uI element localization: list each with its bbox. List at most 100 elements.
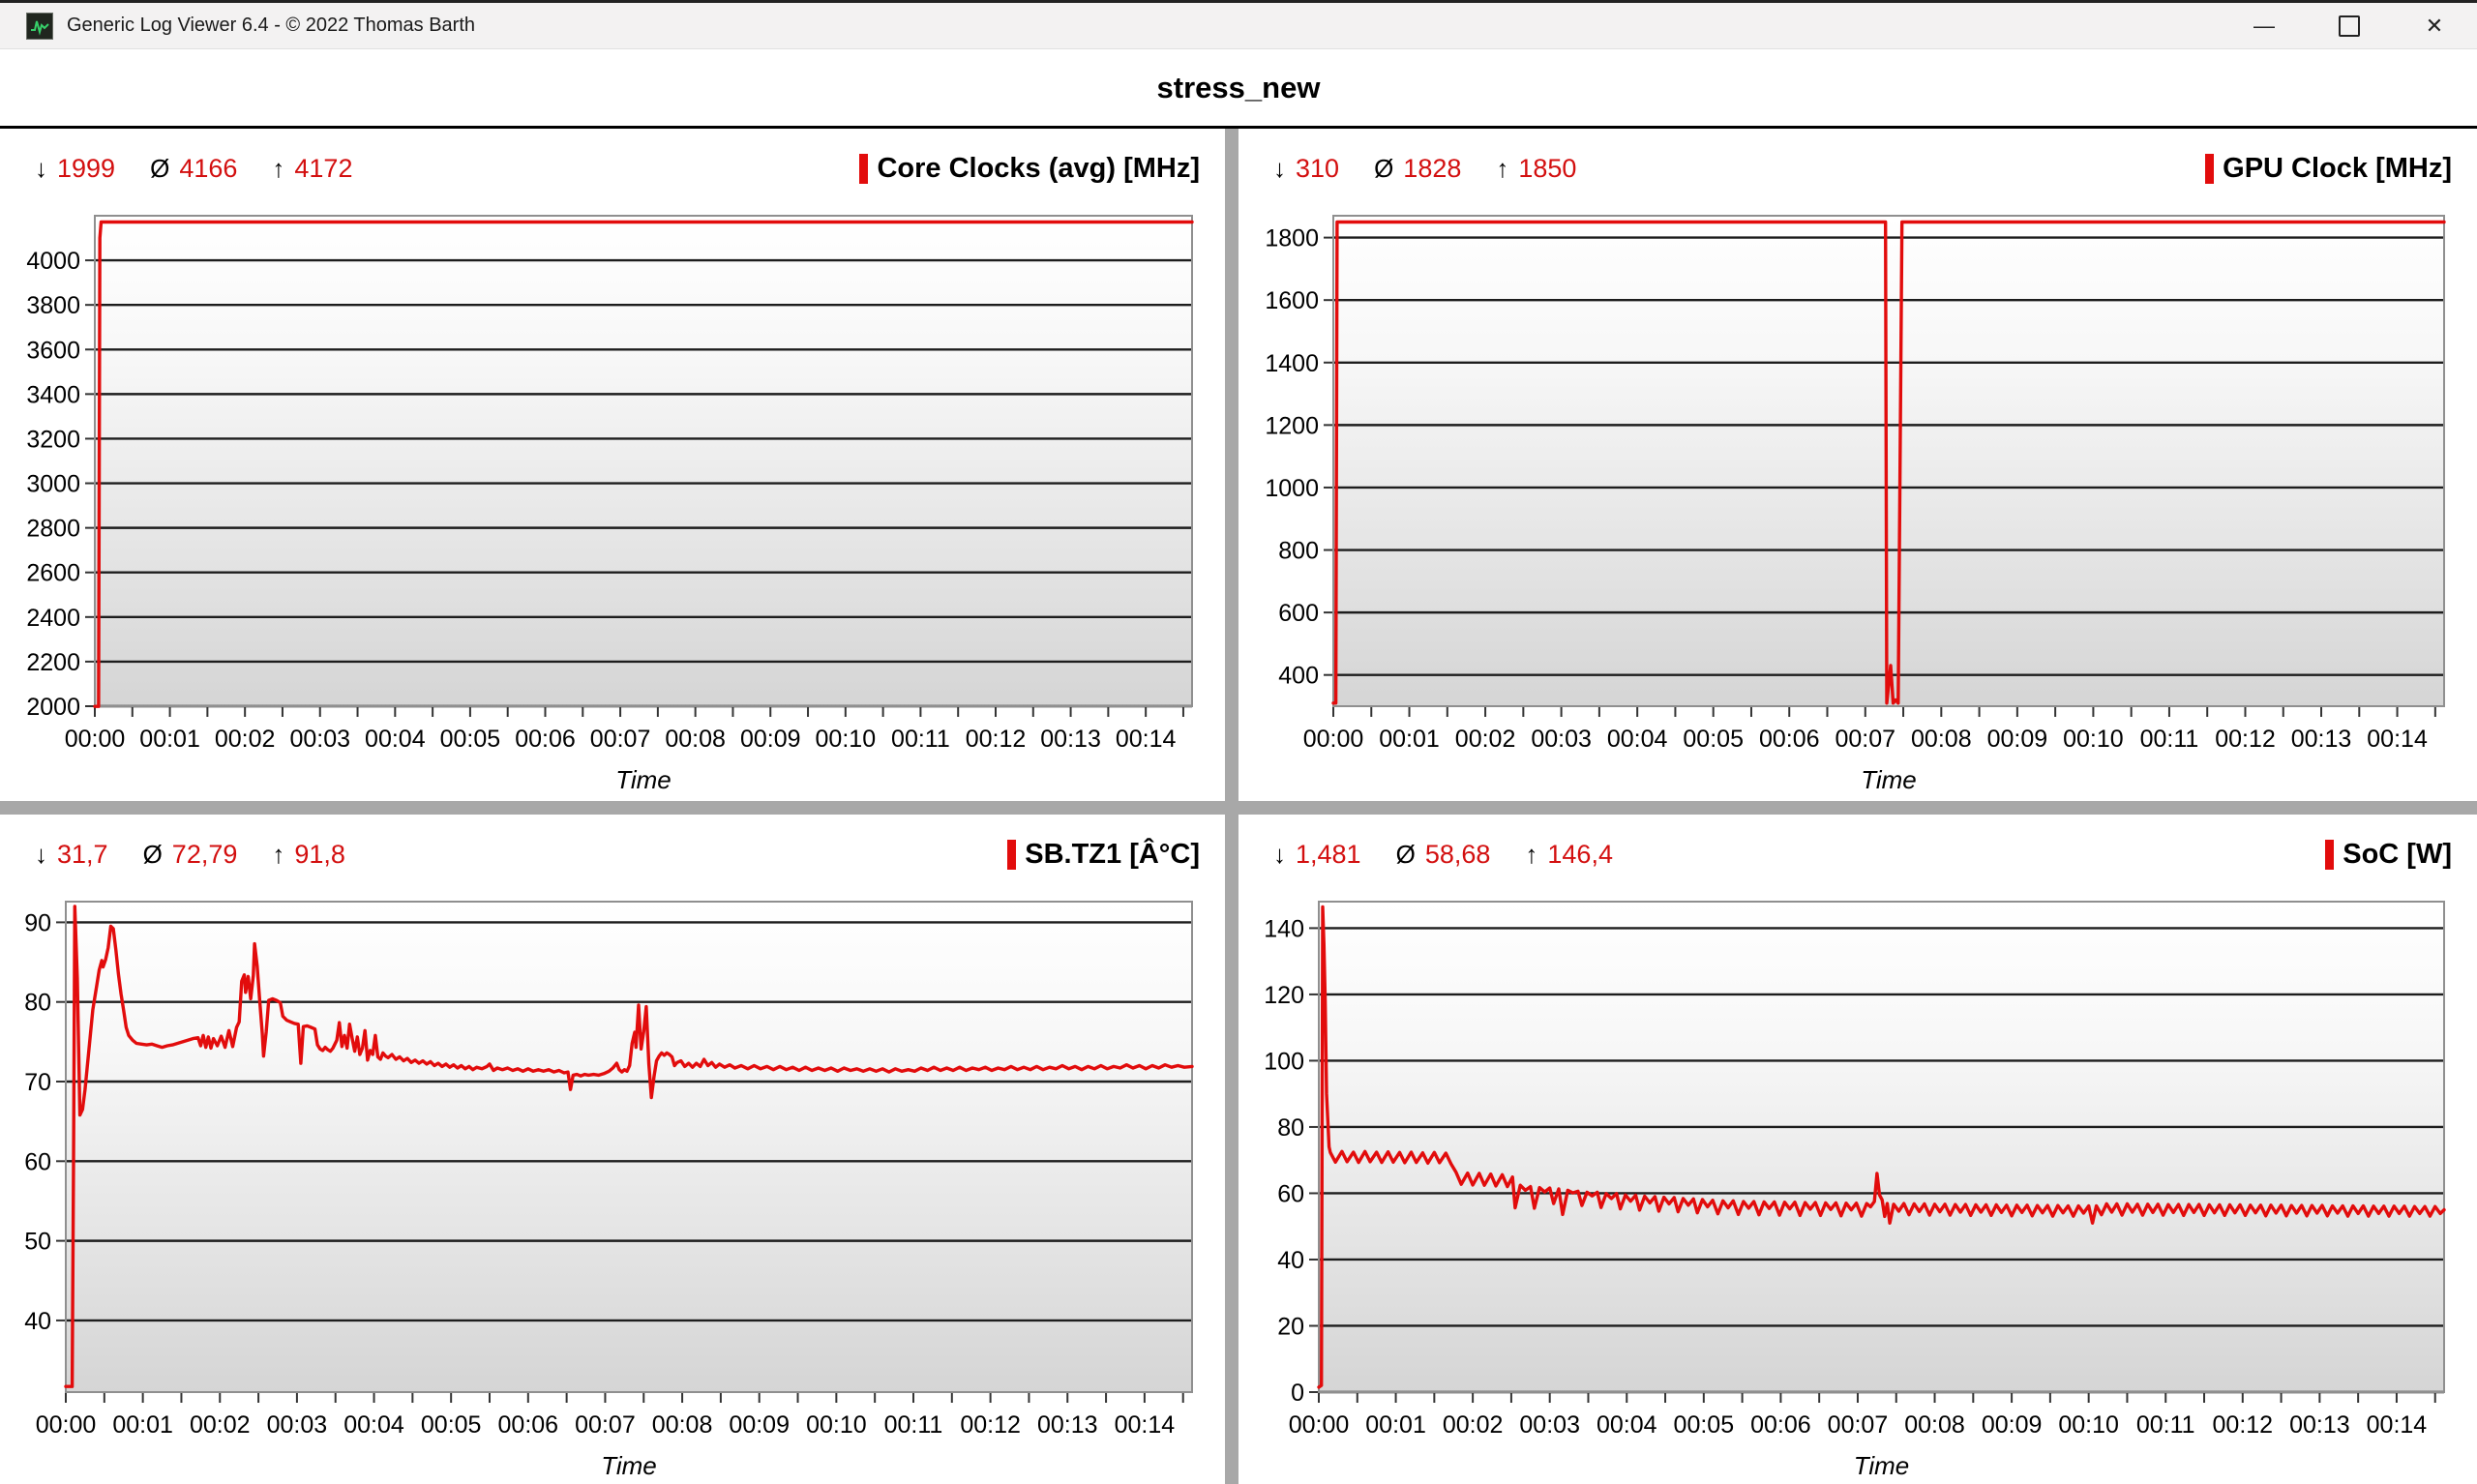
min-arrow-icon: ↓ (35, 839, 47, 869)
min-value: 310 (1296, 153, 1340, 183)
chart-stats-row: ↓ 1,481 Ø 58,68 ↑ 146,4 SoC [W] (1238, 822, 2477, 886)
average-icon: Ø (142, 839, 163, 869)
svg-text:60: 60 (24, 1148, 51, 1175)
avg-value: 72,79 (171, 839, 238, 869)
time-axis-label: Time (1854, 1451, 1910, 1476)
svg-text:1000: 1000 (1265, 475, 1319, 502)
minimize-button[interactable]: — (2222, 3, 2307, 48)
avg-value: 58,68 (1424, 839, 1491, 869)
svg-text:00:01: 00:01 (112, 1411, 173, 1439)
min-stat: ↓ 310 (1273, 154, 1339, 184)
max-stat: ↑ 1850 (1496, 154, 1576, 184)
window-title: Generic Log Viewer 6.4 - © 2022 Thomas B… (67, 15, 476, 36)
svg-text:00:01: 00:01 (1365, 1411, 1426, 1439)
close-button[interactable]: ✕ (2392, 3, 2477, 48)
svg-text:3600: 3600 (26, 337, 80, 364)
avg-stat: Ø 58,68 (1396, 840, 1491, 870)
svg-text:1200: 1200 (1265, 412, 1319, 439)
svg-text:00:00: 00:00 (1303, 726, 1364, 753)
svg-text:00:14: 00:14 (1116, 726, 1177, 753)
legend-color-bar (2205, 153, 2215, 184)
svg-text:80: 80 (1277, 1114, 1304, 1142)
svg-text:4000: 4000 (26, 248, 80, 275)
max-arrow-icon: ↑ (272, 839, 285, 869)
svg-text:40: 40 (1277, 1247, 1304, 1274)
svg-text:00:01: 00:01 (139, 726, 200, 753)
svg-text:00:06: 00:06 (498, 1411, 559, 1439)
min-value: 1999 (57, 153, 116, 183)
svg-text:90: 90 (24, 909, 51, 936)
svg-text:2400: 2400 (26, 605, 80, 632)
legend-color-bar (1007, 839, 1017, 870)
chart-canvas[interactable]: 400 600 800 1000 1200 1400 1600 1800 00:00 00:01 0… (1238, 200, 2477, 795)
chart-stats-row: ↓ 310 Ø 1828 ↑ 1850 GPU Clock [MHz] (1238, 136, 2477, 200)
svg-text:00:06: 00:06 (1750, 1411, 1811, 1439)
svg-text:60: 60 (1277, 1180, 1304, 1207)
svg-text:00:07: 00:07 (1835, 726, 1896, 753)
min-stat: ↓ 1,481 (1273, 840, 1361, 870)
close-icon: ✕ (2425, 13, 2444, 38)
series-legend: Core Clocks (avg) [MHz] (859, 153, 1200, 185)
time-axis-label: Time (615, 765, 671, 790)
svg-text:00:05: 00:05 (440, 726, 501, 753)
svg-text:00:08: 00:08 (1911, 726, 1972, 753)
svg-text:00:03: 00:03 (1519, 1411, 1580, 1439)
svg-text:50: 50 (24, 1229, 51, 1256)
svg-text:00:13: 00:13 (1037, 1411, 1098, 1439)
svg-text:00:04: 00:04 (1607, 726, 1668, 753)
svg-text:00:05: 00:05 (1683, 726, 1744, 753)
avg-value: 1828 (1403, 153, 1462, 183)
average-icon: Ø (1374, 153, 1394, 183)
app-icon (26, 12, 53, 40)
svg-text:70: 70 (24, 1069, 51, 1096)
svg-text:00:02: 00:02 (1455, 726, 1516, 753)
svg-text:00:04: 00:04 (343, 1411, 404, 1439)
page-title: stress_new (1156, 70, 1321, 104)
svg-text:00:03: 00:03 (289, 726, 350, 753)
maximize-button[interactable] (2307, 3, 2392, 48)
svg-text:00:08: 00:08 (652, 1411, 713, 1439)
svg-text:00:02: 00:02 (215, 726, 276, 753)
svg-text:00:13: 00:13 (2291, 726, 2352, 753)
svg-text:1400: 1400 (1265, 350, 1319, 377)
max-arrow-icon: ↑ (272, 153, 285, 183)
svg-text:00:07: 00:07 (590, 726, 651, 753)
avg-stat: Ø 4166 (150, 154, 237, 184)
svg-text:2800: 2800 (26, 516, 80, 543)
svg-text:00:11: 00:11 (2140, 726, 2199, 753)
svg-text:00:04: 00:04 (1597, 1411, 1657, 1439)
min-arrow-icon: ↓ (1273, 839, 1286, 869)
avg-value: 4166 (179, 153, 238, 183)
legend-color-bar (859, 153, 869, 184)
min-value: 31,7 (57, 839, 108, 869)
max-value: 91,8 (294, 839, 345, 869)
svg-text:00:12: 00:12 (960, 1411, 1021, 1439)
svg-text:00:02: 00:02 (190, 1411, 251, 1439)
chart-canvas[interactable]: 40 50 60 70 80 90 00:00 00:01 00:02 00:03 00:04 00:… (0, 886, 1225, 1481)
svg-text:00:08: 00:08 (665, 726, 726, 753)
svg-text:00:12: 00:12 (2213, 1411, 2274, 1439)
header-divider (0, 126, 2477, 129)
svg-text:3200: 3200 (26, 426, 80, 453)
svg-text:2200: 2200 (26, 649, 80, 676)
svg-text:00:10: 00:10 (816, 726, 877, 753)
svg-text:0: 0 (1291, 1380, 1304, 1407)
min-arrow-icon: ↓ (1273, 153, 1286, 183)
svg-text:00:02: 00:02 (1443, 1411, 1504, 1439)
min-arrow-icon: ↓ (35, 153, 47, 183)
svg-text:40: 40 (24, 1308, 51, 1335)
chart-stats-row: ↓ 1999 Ø 4166 ↑ 4172 Core Clocks (avg) [MHz… (0, 136, 1225, 200)
chart-panel-gpu-clock: ↓ 310 Ø 1828 ↑ 1850 GPU Clock [MHz] 400 600 8… (1238, 129, 2477, 801)
chart-canvas[interactable]: 2000 2200 2400 2600 2800 3000 3200 3400 3600 3800… (0, 200, 1225, 795)
max-value: 4172 (294, 153, 353, 183)
chart-canvas[interactable]: 0 20 40 60 80 100 120 140 00:00 00:01 00:02 00:03 00… (1238, 886, 2477, 1481)
avg-stat: Ø 1828 (1374, 154, 1461, 184)
average-icon: Ø (150, 153, 170, 183)
time-axis-label: Time (601, 1451, 657, 1476)
horizontal-panel-divider[interactable] (0, 801, 2477, 815)
chart-title: SB.TZ1 [Â°C] (1025, 838, 1200, 870)
average-icon: Ø (1395, 839, 1416, 869)
minimize-icon: — (2253, 13, 2275, 38)
max-value: 146,4 (1547, 839, 1613, 869)
